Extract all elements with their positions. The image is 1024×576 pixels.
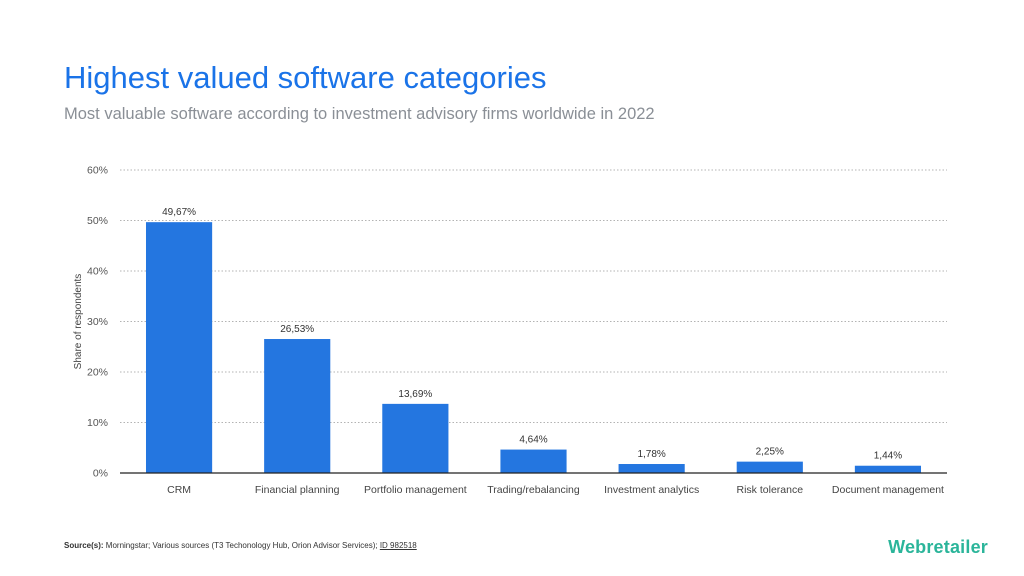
bar-value-label: 13,69% bbox=[398, 389, 432, 400]
bar-value-label: 1,78% bbox=[637, 449, 665, 460]
source-prefix: Source(s): bbox=[64, 541, 104, 550]
bar-value-label: 4,64% bbox=[519, 435, 547, 446]
y-axis-ticks: 0% 10% 20% 30% 40% 50% 60% bbox=[87, 165, 108, 480]
bar[interactable] bbox=[500, 449, 567, 473]
x-category-label: Document management bbox=[832, 484, 944, 496]
x-category-label: CRM bbox=[167, 484, 191, 496]
bar[interactable] bbox=[382, 403, 449, 473]
y-tick-label: 50% bbox=[87, 215, 108, 227]
bar[interactable] bbox=[854, 465, 922, 473]
y-tick-label: 20% bbox=[87, 367, 108, 379]
grid-lines bbox=[120, 169, 947, 423]
source-text: Morningstar; Various sources (T3 Techono… bbox=[103, 541, 380, 550]
bar-value-label: 1,44% bbox=[874, 451, 902, 462]
x-category-label: Financial planning bbox=[255, 484, 340, 496]
y-tick-label: 40% bbox=[87, 266, 108, 278]
x-category-label: Portfolio management bbox=[364, 484, 467, 496]
x-category-label: Trading/rebalancing bbox=[487, 484, 580, 496]
chart-subtitle: Most valuable software according to inve… bbox=[64, 105, 655, 123]
brand-logo: Webretailer bbox=[888, 537, 988, 557]
y-tick-label: 30% bbox=[87, 316, 108, 328]
x-axis-categories: CRM Financial planning Portfolio managemen… bbox=[167, 484, 944, 496]
source-note: Source(s): Morningstar; Various sources … bbox=[64, 541, 417, 550]
bar-labels: 49,67% 26,53% 13,69% 4,64% 1,78% 2,25% 1,44% bbox=[162, 207, 902, 462]
bars bbox=[145, 222, 922, 473]
bar[interactable] bbox=[736, 461, 803, 473]
x-category-label: Investment analytics bbox=[604, 484, 699, 496]
bar[interactable] bbox=[264, 339, 331, 473]
bar-value-label: 49,67% bbox=[162, 207, 196, 218]
y-tick-label: 10% bbox=[87, 417, 108, 429]
x-category-label: Risk tolerance bbox=[737, 484, 804, 496]
source-id-link[interactable]: ID 982518 bbox=[379, 541, 417, 550]
y-axis-label: Share of respondents bbox=[73, 274, 84, 370]
y-tick-label: 60% bbox=[87, 165, 108, 177]
bar-value-label: 2,25% bbox=[756, 447, 784, 458]
y-tick-label: 0% bbox=[93, 468, 108, 480]
bar[interactable] bbox=[618, 464, 685, 473]
bar[interactable] bbox=[145, 222, 213, 473]
bar-value-label: 26,53% bbox=[280, 324, 314, 335]
chart-title: Highest valued software categories bbox=[64, 60, 547, 95]
